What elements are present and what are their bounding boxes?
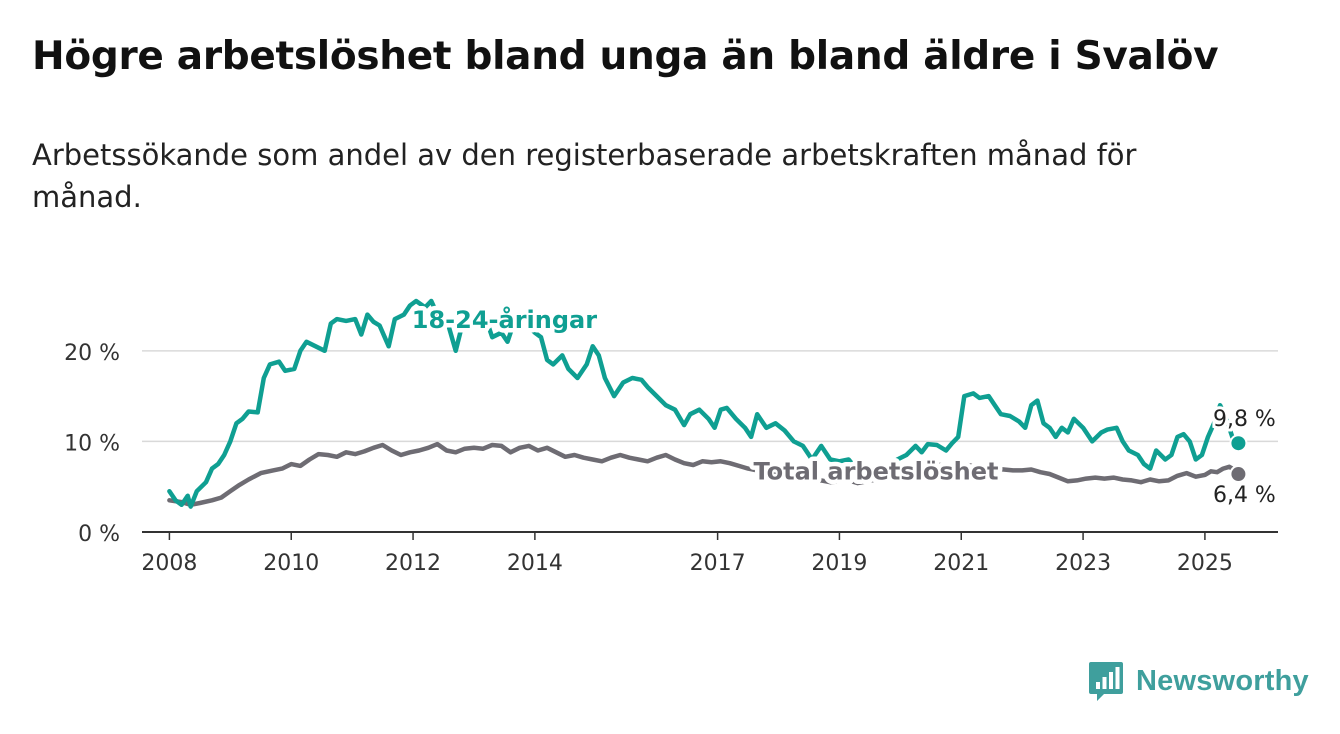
chart-title: Högre arbetslöshet bland unga än bland ä… — [32, 34, 1219, 79]
y-tick-label: 20 % — [64, 341, 120, 366]
series-end-marker — [1229, 465, 1248, 484]
x-tick-label: 2025 — [1177, 551, 1233, 576]
x-tick-label: 2019 — [811, 551, 867, 576]
chart-subtitle: Arbetssökande som andel av den registerb… — [32, 138, 1137, 214]
x-tick-label: 2010 — [263, 551, 319, 576]
x-tick-label: 2014 — [507, 551, 563, 576]
x-tick-label: 2021 — [933, 551, 989, 576]
y-tick-label: 0 % — [78, 522, 120, 547]
brand-name: Newsworthy — [1136, 664, 1309, 697]
y-tick-label: 10 % — [64, 431, 120, 456]
x-tick-label: 2012 — [385, 551, 441, 576]
series-name-label: Total arbetslöshet — [753, 457, 998, 485]
series-end-marker — [1229, 434, 1248, 453]
series-line — [167, 298, 1241, 509]
series-line — [167, 441, 1241, 508]
brand-logo: Newsworthy — [1088, 660, 1309, 702]
x-tick-label: 2017 — [690, 551, 746, 576]
series-end-label: 6,4 % — [1213, 483, 1276, 508]
series-end-label: 9,8 % — [1213, 407, 1276, 432]
x-tick-label: 2023 — [1055, 551, 1111, 576]
bar-chart-logo-icon — [1089, 662, 1123, 701]
x-tick-label: 2008 — [141, 551, 197, 576]
series-name-label: 18-24-åringar — [412, 305, 597, 334]
